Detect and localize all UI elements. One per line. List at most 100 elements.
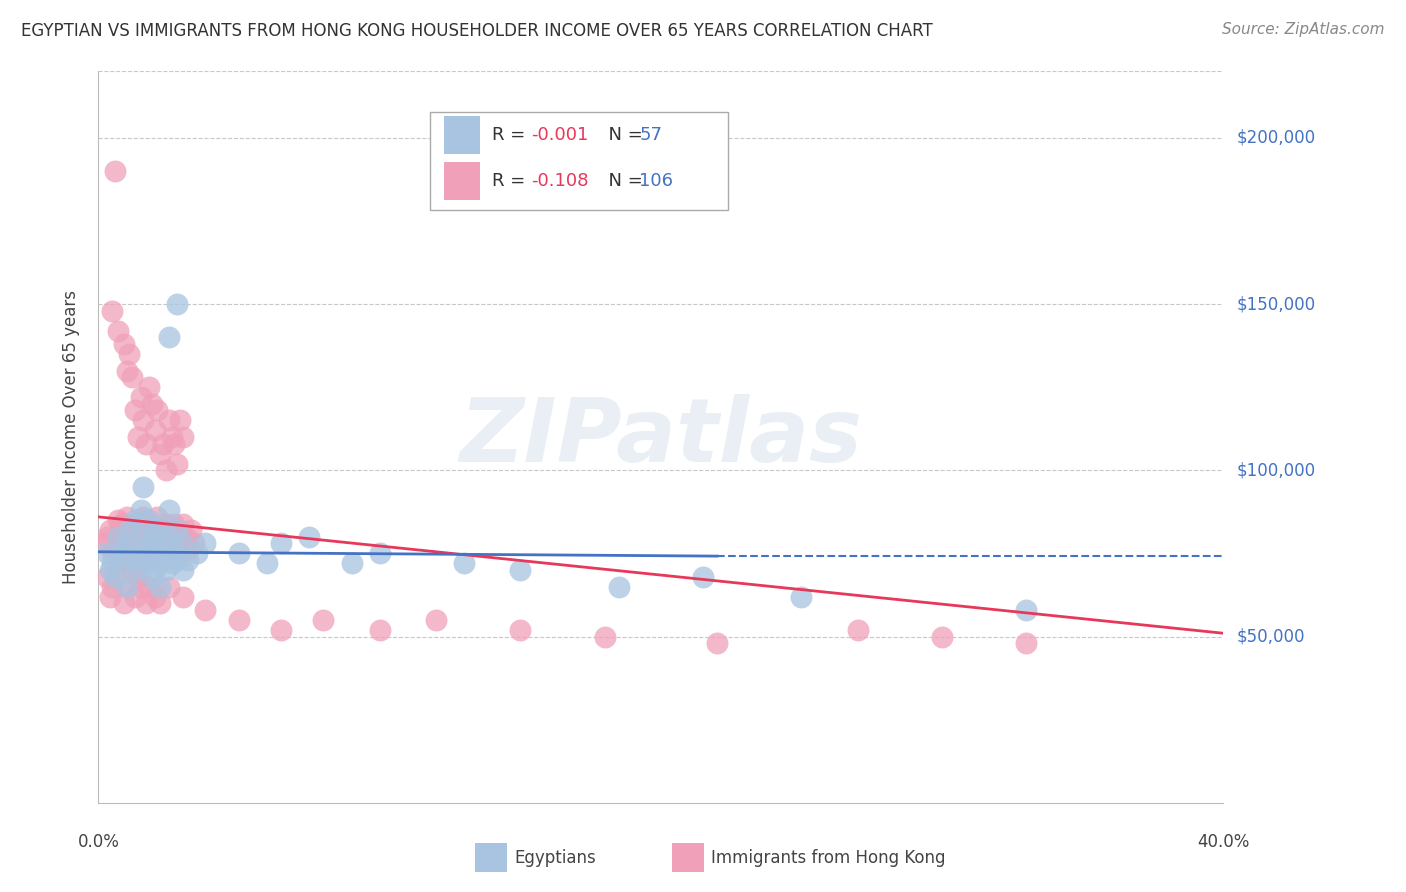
Point [98,590,121,604]
Point [138,516,160,531]
Point [107,530,129,544]
Text: $150,000: $150,000 [1237,295,1316,313]
Point [166,297,188,311]
Point [692,570,714,584]
Point [112,337,135,351]
Text: Source: ZipAtlas.com: Source: ZipAtlas.com [1222,22,1385,37]
Point [112,543,135,558]
FancyBboxPatch shape [430,112,728,211]
Point [135,596,157,610]
Point [157,413,180,427]
Point [132,530,155,544]
Point [157,536,180,550]
Point [453,557,475,571]
Point [155,516,177,531]
Point [138,513,160,527]
Point [152,536,174,550]
Point [846,623,869,637]
Point [141,549,163,564]
Point [166,523,188,537]
Point [146,530,169,544]
Point [121,557,143,571]
Point [194,603,217,617]
Point [256,557,278,571]
Point [129,503,152,517]
Point [124,403,146,417]
Point [141,397,163,411]
Point [143,590,166,604]
Text: N =: N = [596,126,648,144]
Point [132,480,155,494]
Point [312,613,335,627]
Text: R =: R = [492,172,531,190]
Point [270,623,292,637]
Point [149,523,172,537]
Point [135,436,157,450]
Point [129,546,152,560]
Point [157,580,180,594]
Point [706,636,728,650]
Point [132,530,155,544]
Point [155,563,177,577]
Point [127,557,149,571]
Point [129,390,152,404]
Point [169,543,191,558]
Point [593,630,616,644]
Point [135,543,157,558]
Point [425,613,447,627]
Point [177,543,200,558]
Point [146,509,169,524]
Point [163,516,186,531]
Point [124,590,146,604]
Text: $100,000: $100,000 [1237,461,1316,479]
Point [157,330,180,344]
Point [104,563,127,577]
Point [132,413,155,427]
Point [166,457,188,471]
Point [183,536,205,550]
Point [135,540,157,554]
Point [132,509,155,524]
Point [129,513,152,527]
Point [96,530,118,544]
Point [115,536,138,550]
Point [160,557,183,571]
Point [124,536,146,550]
Point [194,536,217,550]
Point [298,530,321,544]
Point [146,546,169,560]
Point [931,630,953,644]
Point [177,553,200,567]
Point [152,543,174,558]
Text: $200,000: $200,000 [1237,128,1316,147]
Point [135,523,157,537]
Point [149,580,172,594]
Point [149,447,172,461]
Point [124,563,146,577]
Text: 40.0%: 40.0% [1197,833,1250,851]
Point [270,536,292,550]
Point [157,530,180,544]
Point [141,530,163,544]
Point [169,413,191,427]
Point [1015,636,1038,650]
Point [107,513,129,527]
Point [124,513,146,527]
Point [110,516,132,531]
Point [118,347,141,361]
Point [152,436,174,450]
Point [143,543,166,558]
Point [104,164,127,178]
Text: EGYPTIAN VS IMMIGRANTS FROM HONG KONG HOUSEHOLDER INCOME OVER 65 YEARS CORRELATI: EGYPTIAN VS IMMIGRANTS FROM HONG KONG HO… [21,22,932,40]
Point [121,530,143,544]
Point [112,523,135,537]
Point [163,436,186,450]
Point [149,557,172,571]
Point [172,590,194,604]
Point [110,536,132,550]
Point [112,543,135,558]
Point [186,546,208,560]
Point [160,430,183,444]
Text: R =: R = [492,126,531,144]
Point [368,546,391,560]
